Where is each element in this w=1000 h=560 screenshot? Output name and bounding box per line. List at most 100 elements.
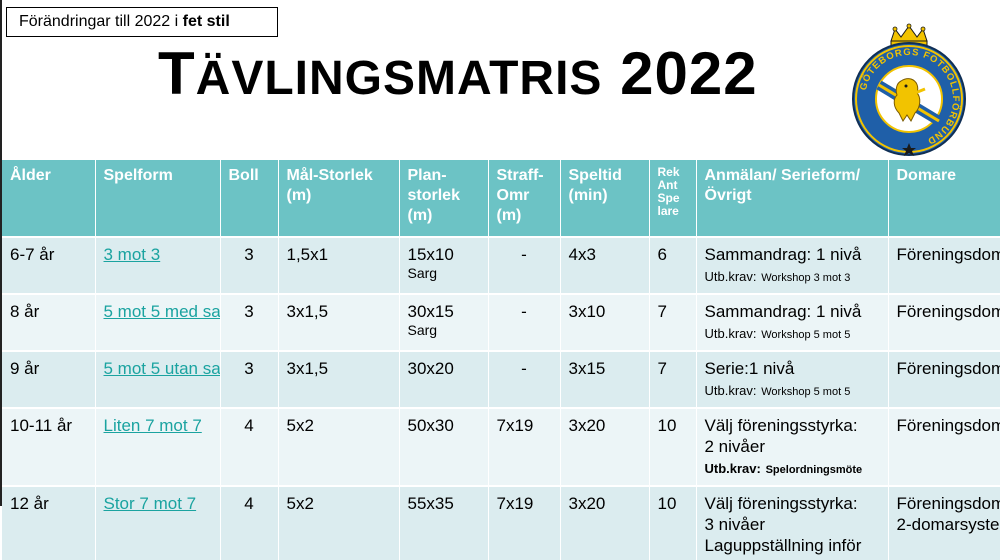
spelform-link[interactable]: 5 mot 5 utan sarg [103, 359, 220, 378]
anm-detail: Spelordningsmöte [765, 464, 863, 476]
cell-rek: 10 [649, 485, 697, 560]
table-row: 12 år Stor 7 mot 7 4 5x2 55x35 7x19 3x20… [2, 485, 1000, 560]
plan-sub: Sarg [407, 265, 438, 281]
cell-rek: 7 [649, 293, 697, 351]
cell-domare: Föreningsdomare [888, 350, 1000, 408]
spelform-link[interactable]: Liten 7 mot 7 [103, 416, 202, 435]
header-anmalan: Anmälan/ Serieform/ Övrigt [696, 160, 889, 237]
cell-domare: Föreningsdomare 2-domarsystem [888, 485, 1000, 560]
anm-label: Utb.krav: [704, 461, 761, 476]
cell-boll: 4 [220, 407, 279, 486]
anm-line: Välj föreningsstyrka: [704, 416, 858, 435]
competition-matrix-table: Ålder Spelform Boll Mål-Storlek (m) Plan… [2, 160, 1000, 560]
cell-straff: 7x19 [488, 407, 561, 486]
cell-mal: 1,5x1 [278, 236, 400, 294]
spelform-link[interactable]: Stor 7 mot 7 [103, 494, 197, 513]
anm-line: Laguppställning inför [704, 536, 862, 555]
spelform-link[interactable]: 3 mot 3 [103, 245, 161, 264]
cell-spelform: 5 mot 5 utan sarg [95, 350, 221, 408]
anm-detail: Workshop 3 mot 3 [761, 272, 851, 284]
lion-icon [893, 78, 926, 122]
cell-boll: 3 [220, 236, 279, 294]
header-planstorlek: Plan-storlek (m) [399, 160, 489, 237]
anm-label: Utb.krav: [704, 326, 757, 341]
header-spelform: Spelform [95, 160, 221, 237]
page-title: TÄVLINGSMATRIS 2022 [158, 38, 758, 115]
title-year: 2022 [620, 40, 758, 107]
cell-alder: 6-7 år [2, 236, 96, 294]
anm-line: 2 nivåer [704, 437, 765, 456]
header-speltid: Speltid (min) [560, 160, 650, 237]
cell-boll: 4 [220, 485, 279, 560]
domare-line: 2-domarsystem [896, 515, 1000, 534]
cell-rek: 10 [649, 407, 697, 486]
changes-note-text: Förändringar till 2022 i [19, 13, 179, 30]
cell-alder: 12 år [2, 485, 96, 560]
cell-mal: 5x2 [278, 407, 400, 486]
cell-anmalan: Välj föreningsstyrka: 3 nivåer Laguppstä… [696, 485, 889, 560]
cell-speltid: 3x20 [560, 407, 650, 486]
table-header-row: Ålder Spelform Boll Mål-Storlek (m) Plan… [2, 160, 1000, 237]
changes-note: Förändringar till 2022 i fet stil [6, 7, 278, 37]
header-rek-ant-spelare: Rek Ant Spe lare [649, 160, 697, 237]
title-rest: ÄVLINGSMATRIS [195, 52, 603, 105]
cell-alder: 8 år [2, 293, 96, 351]
cell-mal: 5x2 [278, 485, 400, 560]
cell-plan: 30x20 [399, 350, 489, 408]
cell-straff: - [488, 350, 561, 408]
cell-anmalan: Sammandrag: 1 nivå Utb.krav: Workshop 3 … [696, 236, 889, 294]
cell-anmalan: Sammandrag: 1 nivå Utb.krav: Workshop 5 … [696, 293, 889, 351]
cell-plan: 15x10 Sarg [399, 236, 489, 294]
cell-anmalan: Välj föreningsstyrka: 2 nivåer Utb.krav:… [696, 407, 889, 486]
plan-value: 15x10 [407, 245, 454, 264]
anm-detail: Workshop 5 mot 5 [761, 329, 851, 341]
anm-detail: Workshop 5 mot 5 [761, 386, 851, 398]
cell-alder: 10-11 år [2, 407, 96, 486]
anm-label: Utb.krav: [704, 383, 757, 398]
cell-spelform: Stor 7 mot 7 [95, 485, 221, 560]
star-icon [902, 143, 916, 156]
cell-speltid: 3x15 [560, 350, 650, 408]
header-boll: Boll [220, 160, 279, 237]
header-straffomr: Straff-Omr (m) [488, 160, 561, 237]
anm-line: 3 nivåer [704, 515, 765, 534]
cell-rek: 7 [649, 350, 697, 408]
cell-alder: 9 år [2, 350, 96, 408]
cell-spelform: Liten 7 mot 7 [95, 407, 221, 486]
cell-domare: Föreningsdomare [888, 293, 1000, 351]
cell-straff: 7x19 [488, 485, 561, 560]
plan-value: 30x15 [407, 302, 454, 321]
cell-straff: - [488, 293, 561, 351]
cell-rek: 6 [649, 236, 697, 294]
cell-spelform: 3 mot 3 [95, 236, 221, 294]
cell-plan: 30x15 Sarg [399, 293, 489, 351]
changes-note-bold: fet stil [182, 13, 230, 30]
anm-line: Välj föreningsstyrka: [704, 494, 858, 513]
header-domare: Domare [888, 160, 1000, 237]
cell-mal: 3x1,5 [278, 293, 400, 351]
left-edge-rule [0, 0, 2, 506]
cell-speltid: 3x10 [560, 293, 650, 351]
anm-line: Serie:1 nivå [704, 359, 795, 378]
header-malstorlek: Mål-Storlek (m) [278, 160, 400, 237]
cell-mal: 3x1,5 [278, 350, 400, 408]
cell-spelform: 5 mot 5 med sarg [95, 293, 221, 351]
cell-boll: 3 [220, 293, 279, 351]
cell-anmalan: Serie:1 nivå Utb.krav: Workshop 5 mot 5 [696, 350, 889, 408]
table-row: 6-7 år 3 mot 3 3 1,5x1 15x10 Sarg - 4x3 6… [2, 236, 1000, 294]
table-row: 10-11 år Liten 7 mot 7 4 5x2 50x30 7x19 … [2, 407, 1000, 486]
title-initial: T [158, 40, 196, 107]
cell-plan: 55x35 [399, 485, 489, 560]
cell-speltid: 4x3 [560, 236, 650, 294]
domare-line: Föreningsdomare [896, 494, 1000, 513]
cell-plan: 50x30 [399, 407, 489, 486]
federation-logo-icon: GÖTEBORGS FOTBOLLFÖRBUND [852, 23, 966, 156]
anm-label: Utb.krav: [704, 269, 757, 284]
spelform-link[interactable]: 5 mot 5 med sarg [103, 302, 220, 321]
anm-line: Sammandrag: 1 nivå [704, 245, 862, 264]
header-alder: Ålder [2, 160, 96, 237]
cell-domare: Föreningsdomare [888, 407, 1000, 486]
table-row: 8 år 5 mot 5 med sarg 3 3x1,5 30x15Sarg … [2, 293, 1000, 351]
cell-boll: 3 [220, 350, 279, 408]
table-row: 9 år 5 mot 5 utan sarg 3 3x1,5 30x20 - 3… [2, 350, 1000, 408]
